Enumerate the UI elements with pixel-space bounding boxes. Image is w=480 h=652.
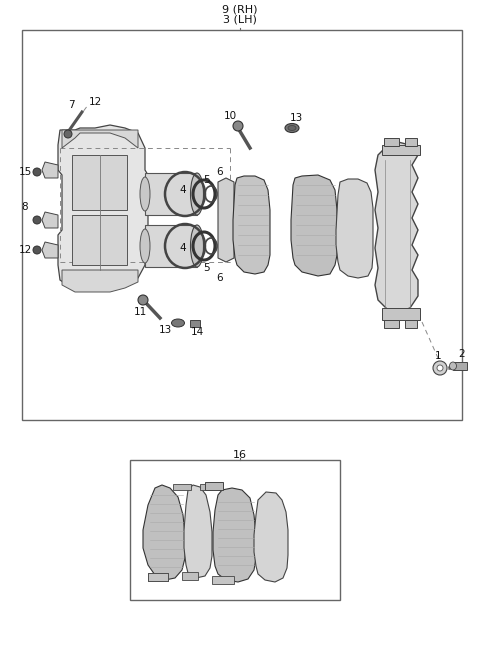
Text: 16: 16 <box>233 450 247 460</box>
Polygon shape <box>254 492 288 582</box>
Text: 10: 10 <box>223 111 237 121</box>
Polygon shape <box>42 242 58 258</box>
Circle shape <box>33 246 41 254</box>
Bar <box>190 320 200 327</box>
Text: 4: 4 <box>180 243 186 253</box>
Text: 15: 15 <box>18 167 32 177</box>
Polygon shape <box>233 176 270 274</box>
Polygon shape <box>58 125 148 290</box>
Ellipse shape <box>285 123 299 132</box>
Text: 4: 4 <box>180 185 186 195</box>
Bar <box>148 573 168 581</box>
Ellipse shape <box>191 225 204 267</box>
Text: 2: 2 <box>459 349 465 359</box>
Circle shape <box>437 365 443 371</box>
Circle shape <box>33 168 41 176</box>
Polygon shape <box>62 130 138 148</box>
Ellipse shape <box>191 173 204 215</box>
Polygon shape <box>382 308 420 320</box>
Text: 1: 1 <box>435 351 441 361</box>
Polygon shape <box>143 485 185 580</box>
Polygon shape <box>213 488 256 582</box>
Ellipse shape <box>140 229 150 263</box>
Bar <box>405 320 417 328</box>
Ellipse shape <box>171 319 184 327</box>
Text: 11: 11 <box>133 307 146 317</box>
Ellipse shape <box>449 362 456 370</box>
Bar <box>453 362 467 370</box>
Ellipse shape <box>140 177 150 211</box>
Text: 5: 5 <box>204 175 210 185</box>
Bar <box>182 572 198 580</box>
Circle shape <box>64 130 72 138</box>
Text: 13: 13 <box>158 325 172 335</box>
Text: 6: 6 <box>216 273 223 283</box>
Polygon shape <box>336 179 373 278</box>
Text: 7: 7 <box>68 100 74 110</box>
Bar <box>145 225 197 267</box>
Bar <box>200 484 212 490</box>
Polygon shape <box>42 212 58 228</box>
Bar <box>72 155 127 210</box>
Bar <box>72 215 127 265</box>
Bar <box>22 30 462 420</box>
Bar <box>384 138 399 146</box>
Polygon shape <box>62 270 138 292</box>
Bar <box>148 573 168 581</box>
Polygon shape <box>218 178 234 262</box>
Polygon shape <box>375 142 418 312</box>
Circle shape <box>33 216 41 224</box>
Polygon shape <box>382 145 420 155</box>
Text: 8: 8 <box>22 202 28 212</box>
Polygon shape <box>184 485 212 578</box>
Bar <box>145 173 197 215</box>
Circle shape <box>138 295 148 305</box>
Bar <box>205 482 223 490</box>
Text: 12: 12 <box>18 245 32 255</box>
Ellipse shape <box>288 125 296 130</box>
Polygon shape <box>42 162 58 178</box>
Bar <box>173 484 191 490</box>
Text: 14: 14 <box>191 327 204 337</box>
Bar <box>405 138 417 146</box>
Text: 5: 5 <box>204 263 210 273</box>
Circle shape <box>433 361 447 375</box>
Bar <box>130 460 340 600</box>
Text: 9 (RH): 9 (RH) <box>222 5 258 15</box>
Polygon shape <box>291 175 337 276</box>
Text: 3 (LH): 3 (LH) <box>223 15 257 25</box>
Text: 13: 13 <box>289 113 302 123</box>
Text: 12: 12 <box>88 97 102 107</box>
Circle shape <box>233 121 243 131</box>
Bar <box>384 320 399 328</box>
Bar <box>212 576 234 584</box>
Text: 6: 6 <box>216 167 223 177</box>
